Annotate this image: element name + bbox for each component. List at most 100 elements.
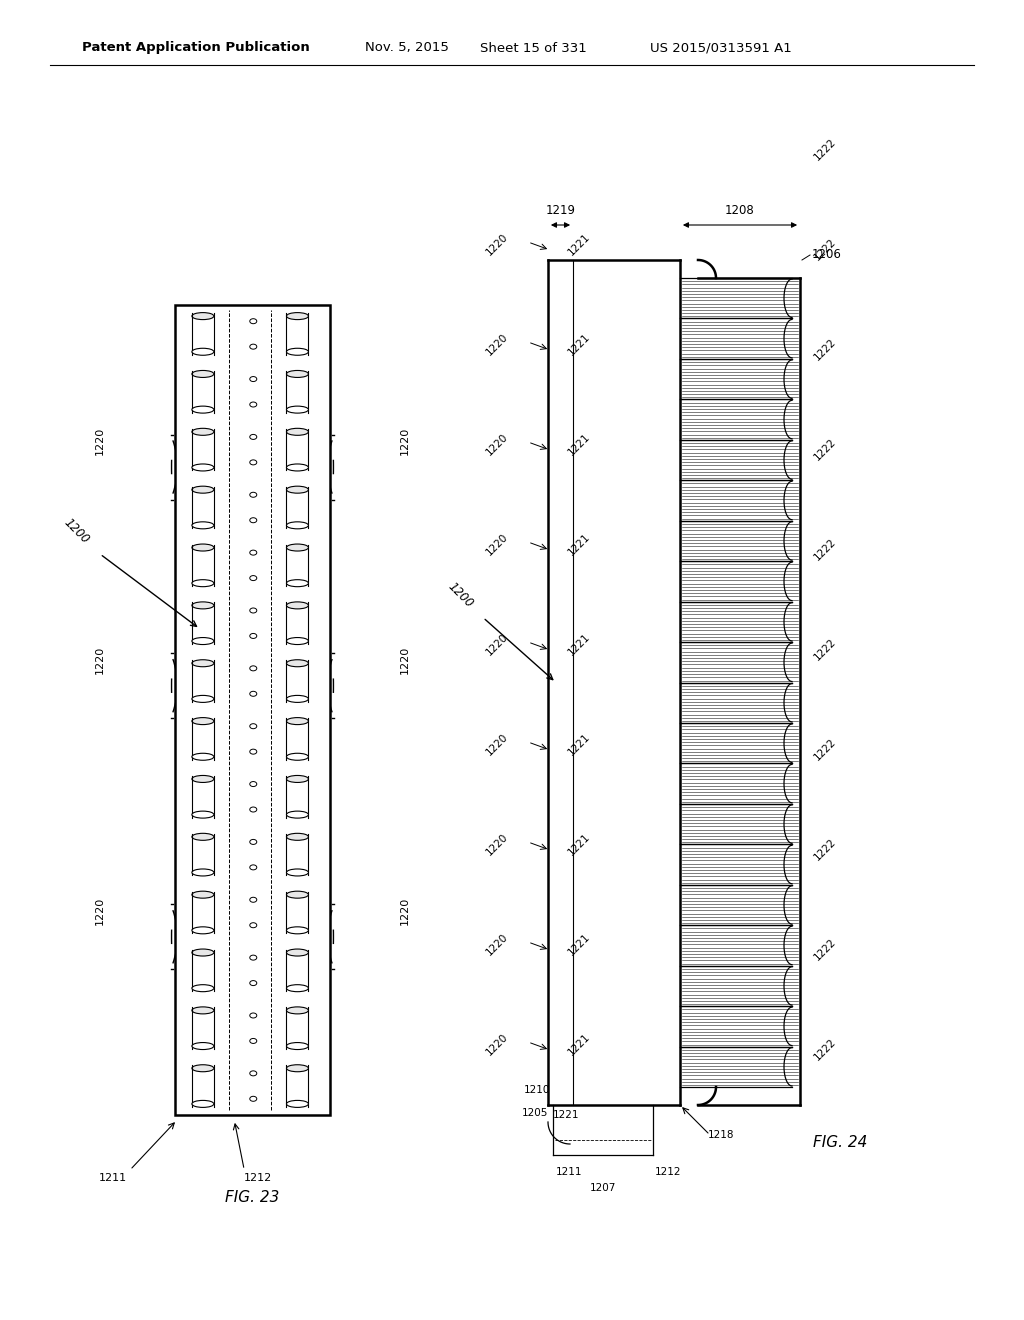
- Ellipse shape: [191, 754, 214, 760]
- Ellipse shape: [191, 1007, 214, 1014]
- Text: 1222: 1222: [812, 337, 838, 363]
- Ellipse shape: [287, 869, 308, 876]
- Ellipse shape: [191, 486, 214, 494]
- Text: 1220: 1220: [484, 632, 510, 657]
- Ellipse shape: [191, 1101, 214, 1107]
- Text: 1221: 1221: [553, 1110, 580, 1119]
- Ellipse shape: [191, 371, 214, 378]
- Text: 1220: 1220: [484, 232, 510, 257]
- Text: 1220: 1220: [484, 532, 510, 558]
- Ellipse shape: [287, 810, 308, 818]
- Ellipse shape: [250, 550, 257, 556]
- Ellipse shape: [250, 1012, 257, 1018]
- Text: FIG. 24: FIG. 24: [813, 1135, 867, 1150]
- Text: 1220: 1220: [95, 645, 105, 673]
- Ellipse shape: [287, 1065, 308, 1072]
- Ellipse shape: [287, 407, 308, 413]
- Ellipse shape: [191, 313, 214, 319]
- Ellipse shape: [191, 348, 214, 355]
- Ellipse shape: [287, 1043, 308, 1049]
- Text: 1222: 1222: [812, 837, 838, 863]
- Ellipse shape: [191, 696, 214, 702]
- Ellipse shape: [250, 1039, 257, 1043]
- Text: 1212: 1212: [655, 1167, 682, 1177]
- Ellipse shape: [191, 1043, 214, 1049]
- Ellipse shape: [191, 927, 214, 933]
- Ellipse shape: [191, 810, 214, 818]
- Text: 1221: 1221: [566, 832, 592, 858]
- Ellipse shape: [191, 638, 214, 644]
- Text: 1222: 1222: [812, 437, 838, 463]
- Text: 1222: 1222: [812, 638, 838, 663]
- Text: 1220: 1220: [484, 1032, 510, 1057]
- Text: Nov. 5, 2015: Nov. 5, 2015: [365, 41, 449, 54]
- Ellipse shape: [191, 985, 214, 991]
- Text: 1220: 1220: [95, 896, 105, 925]
- Ellipse shape: [250, 956, 257, 960]
- Bar: [175, 305, 330, 1115]
- Text: 1220: 1220: [95, 426, 105, 455]
- Ellipse shape: [250, 981, 257, 986]
- Ellipse shape: [287, 1007, 308, 1014]
- Text: 1210: 1210: [523, 1085, 550, 1096]
- Ellipse shape: [287, 775, 308, 783]
- Ellipse shape: [250, 345, 257, 350]
- Text: 1211: 1211: [556, 1167, 583, 1177]
- Text: Patent Application Publication: Patent Application Publication: [82, 41, 309, 54]
- Ellipse shape: [287, 754, 308, 760]
- Text: US 2015/0313591 A1: US 2015/0313591 A1: [650, 41, 792, 54]
- Ellipse shape: [191, 660, 214, 667]
- Ellipse shape: [250, 434, 257, 440]
- Text: 1218: 1218: [708, 1130, 734, 1140]
- Ellipse shape: [250, 840, 257, 845]
- Ellipse shape: [287, 985, 308, 991]
- Ellipse shape: [287, 833, 308, 841]
- Text: 1212: 1212: [245, 1173, 272, 1183]
- Ellipse shape: [191, 544, 214, 550]
- Ellipse shape: [250, 923, 257, 928]
- Ellipse shape: [191, 579, 214, 586]
- Ellipse shape: [250, 750, 257, 754]
- Ellipse shape: [287, 486, 308, 494]
- Ellipse shape: [287, 544, 308, 550]
- Ellipse shape: [191, 775, 214, 783]
- Ellipse shape: [191, 891, 214, 898]
- Text: 1221: 1221: [566, 932, 592, 958]
- Text: 1220: 1220: [399, 896, 410, 925]
- Ellipse shape: [287, 463, 308, 471]
- Ellipse shape: [250, 403, 257, 407]
- Text: 1220: 1220: [484, 932, 510, 958]
- Ellipse shape: [250, 1071, 257, 1076]
- Text: 1220: 1220: [484, 432, 510, 458]
- Ellipse shape: [191, 463, 214, 471]
- Text: 1222: 1222: [812, 537, 838, 562]
- Text: 1220: 1220: [484, 333, 510, 358]
- Ellipse shape: [191, 428, 214, 436]
- Text: 1220: 1220: [484, 733, 510, 758]
- Ellipse shape: [191, 833, 214, 841]
- Ellipse shape: [191, 602, 214, 609]
- Ellipse shape: [250, 634, 257, 639]
- Ellipse shape: [287, 521, 308, 529]
- Ellipse shape: [287, 949, 308, 956]
- Ellipse shape: [287, 371, 308, 378]
- Ellipse shape: [287, 1101, 308, 1107]
- Text: 1222: 1222: [812, 238, 838, 263]
- Ellipse shape: [287, 579, 308, 586]
- Text: 1205: 1205: [521, 1107, 548, 1118]
- Ellipse shape: [191, 949, 214, 956]
- Ellipse shape: [191, 718, 214, 725]
- Ellipse shape: [287, 428, 308, 436]
- Text: 1219: 1219: [546, 205, 575, 216]
- Ellipse shape: [250, 376, 257, 381]
- Ellipse shape: [250, 318, 257, 323]
- Text: 1222: 1222: [812, 937, 838, 962]
- Text: 1221: 1221: [566, 733, 592, 758]
- Ellipse shape: [250, 781, 257, 787]
- Ellipse shape: [250, 576, 257, 581]
- Text: 1222: 1222: [812, 137, 838, 162]
- Ellipse shape: [287, 313, 308, 319]
- Text: 1221: 1221: [566, 432, 592, 458]
- Text: 1220: 1220: [399, 426, 410, 455]
- Ellipse shape: [287, 718, 308, 725]
